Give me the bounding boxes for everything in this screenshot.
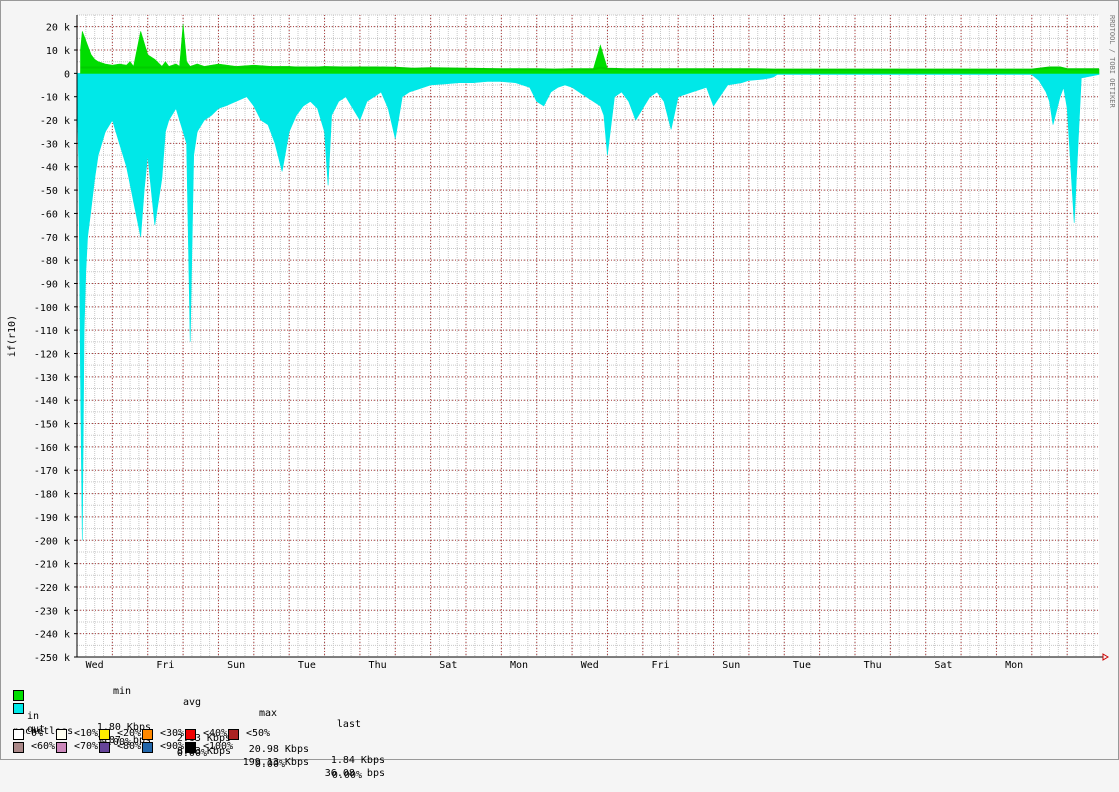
x-tick-label: Thu — [864, 660, 882, 671]
x-axis-arrow — [1102, 653, 1109, 661]
loss-swatch — [99, 742, 110, 753]
x-tick-label: Mon — [510, 660, 528, 671]
legend-in-min: 1.80 Kbps — [96, 722, 151, 733]
legend-header-avg: avg — [182, 697, 201, 708]
legend-label-out: out — [27, 724, 46, 735]
traffic-chart: 20 k 10 k 0 -10 k -20 k -30 k -40 k -50 k -60 k -… — [7, 14, 1116, 671]
plot-area — [77, 15, 1099, 657]
y-tick-label: -20 k — [40, 116, 70, 127]
legend-pl-min: 0.00% — [100, 737, 131, 748]
loss-swatch — [142, 742, 153, 753]
x-tick-label: Tue — [793, 660, 811, 671]
y-tick-label: -110 k — [34, 326, 70, 337]
legend-row-packetloss: packetloss 0.00% 0.00% 0.00% 0.00% — [11, 715, 362, 781]
loss-label: <70% — [74, 741, 99, 752]
loss-swatch — [142, 729, 153, 740]
legend-row-out: out 1.87 bps 8.53 Kbps 199.13 Kbps 36.08… — [11, 702, 385, 779]
y-tick-label: 10 k — [46, 46, 70, 57]
x-tick-label: Sun — [227, 660, 245, 671]
y-tick-label: -30 k — [40, 139, 70, 150]
series-line-in — [80, 66, 1099, 71]
legend-swatch-in — [13, 690, 24, 701]
y-tick-label: -90 k — [40, 279, 70, 290]
loss-swatch — [228, 729, 239, 740]
legend-pl-last: 0.00% — [331, 770, 362, 781]
y-tick-label: -180 k — [34, 490, 70, 501]
legend-in-last: 1.84 Kbps — [330, 755, 385, 766]
packetloss-scale: 0% <10% <20% <30% <40% <50% <60% <70% <80% <90% <1… — [11, 728, 411, 756]
legend-pl-max: 0.00% — [254, 759, 285, 770]
x-tick-label: Mon — [1005, 660, 1023, 671]
x-tick-label: Fri — [651, 660, 669, 671]
y-tick-label: -130 k — [34, 373, 70, 384]
x-tick-label: Thu — [369, 660, 387, 671]
x-tick-label: Sun — [722, 660, 740, 671]
y-tick-label: -70 k — [40, 233, 70, 244]
legend-in-max: 20.98 Kbps — [248, 744, 309, 755]
legend-label-packetloss: packetloss — [13, 726, 74, 737]
loss-label: 0% — [31, 728, 44, 739]
legend-pl-avg: 0.00% — [176, 748, 207, 759]
x-tick-label: Fri — [156, 660, 174, 671]
loss-label: <20% — [117, 728, 142, 739]
series-area-out — [76, 73, 1100, 541]
y-tick-label: 0 — [64, 69, 70, 80]
y-tick-label: -230 k — [34, 606, 70, 617]
loss-swatch — [99, 729, 110, 740]
y-tick-label: -140 k — [34, 396, 70, 407]
y-tick-label: -50 k — [40, 186, 70, 197]
y-tick-label: -150 k — [34, 420, 70, 431]
y-tick-label: -170 k — [34, 466, 70, 477]
plot-background — [77, 15, 1099, 657]
y-tick-label: -190 k — [34, 513, 70, 524]
x-tick-label: Wed — [581, 660, 599, 671]
legend-header-min: min — [112, 686, 131, 697]
y-tick-label: -120 k — [34, 350, 70, 361]
y-tick-label: -60 k — [40, 209, 70, 220]
series-areas — [76, 24, 1100, 541]
y-tick-label: -160 k — [34, 443, 70, 454]
legend-header-max: max — [258, 708, 277, 719]
legend-header-row: min avg max last — [11, 675, 361, 730]
y-tick-label: -250 k — [34, 653, 70, 664]
y-tick-label: -80 k — [40, 256, 70, 267]
x-tick-label: Sat — [439, 660, 457, 671]
x-tick-label: Tue — [298, 660, 316, 671]
y-axis-label: if(r10) — [7, 315, 18, 357]
legend-label-in: in — [27, 711, 40, 722]
watermark: RRDTOOL / TOBI OETIKER — [1108, 15, 1116, 109]
y-tick-labels: 20 k 10 k 0 -10 k -20 k -30 k -40 k -50 k -60 k -… — [34, 23, 77, 664]
x-tick-labels: Wed Fri Sun Tue Thu Sat Mon Wed Fri Sun Tue Thu Sat M… — [86, 660, 1024, 671]
loss-swatch — [185, 742, 196, 753]
y-tick-label: -210 k — [34, 560, 70, 571]
legend-header-last: last — [336, 719, 361, 730]
loss-label: <10% — [74, 728, 99, 739]
legend-row-in: in 1.80 Kbps 2.63 Kbps 20.98 Kbps 1.84 K… — [11, 689, 385, 766]
loss-label: <90% — [160, 741, 185, 752]
y-tick-label: -220 k — [34, 583, 70, 594]
x-tick-label: Sat — [934, 660, 952, 671]
loss-label: <40% — [203, 728, 228, 739]
loss-swatch — [56, 742, 67, 753]
loss-swatch — [56, 729, 67, 740]
legend-swatch-out — [13, 703, 24, 714]
loss-swatch — [13, 729, 24, 740]
y-tick-label: -240 k — [34, 630, 70, 641]
y-tick-label: 20 k — [46, 23, 70, 34]
legend-out-min: 1.87 bps — [96, 735, 151, 746]
y-tick-label: -100 k — [34, 303, 70, 314]
loss-swatch — [13, 742, 24, 753]
axes — [76, 15, 1109, 661]
x-tick-label: Wed — [86, 660, 104, 671]
loss-label: <50% — [246, 728, 271, 739]
loss-label: <80% — [117, 741, 142, 752]
y-tick-label: -10 k — [40, 93, 70, 104]
loss-label: <60% — [31, 741, 56, 752]
loss-label: <100% — [203, 741, 234, 752]
y-tick-label: -200 k — [34, 536, 70, 547]
loss-swatch — [185, 729, 196, 740]
y-tick-label: -40 k — [40, 163, 70, 174]
loss-label: <30% — [160, 728, 185, 739]
